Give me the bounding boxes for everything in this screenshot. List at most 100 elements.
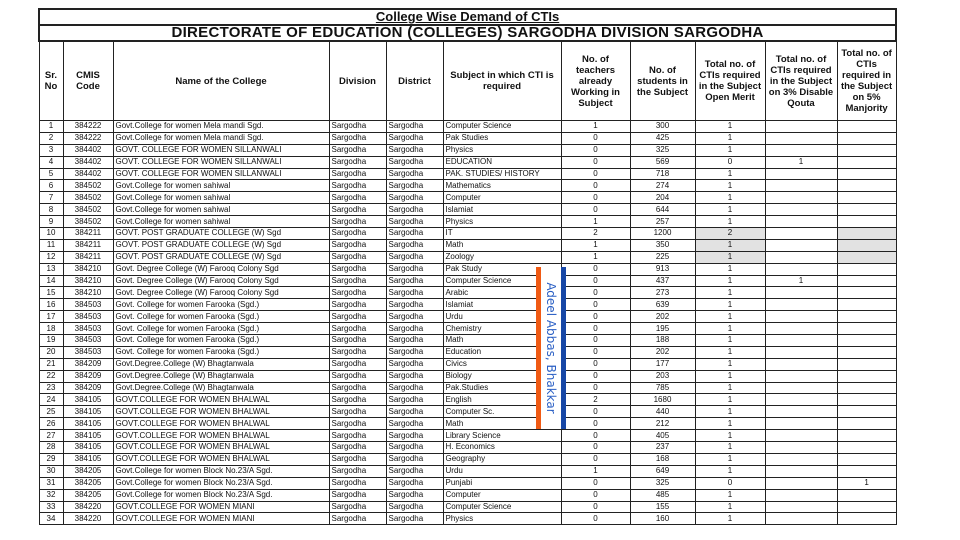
table-cell: 384105 [62, 393, 114, 407]
table-cell: 1 [694, 250, 766, 264]
table-cell [836, 488, 897, 502]
table-cell: 1 [560, 215, 631, 229]
table-cell [836, 238, 897, 252]
table-cell: 2 [694, 227, 766, 240]
table-cell: 237 [629, 441, 696, 454]
table-cell: GOVT. POST GRADUATE COLLEGE (W) Sgd [112, 250, 330, 264]
table-cell: Sargodha [328, 381, 387, 395]
table-cell: 0 [560, 500, 631, 514]
table-cell: 26 [38, 417, 64, 431]
table-cell: Sargodha [328, 429, 387, 443]
table-cell: Govt.Degree.College (W) Bhagtanwala [112, 369, 330, 383]
table-cell [836, 452, 897, 466]
table-cell: 1 [694, 417, 766, 431]
table-cell: Govt.College for women sahiwal [112, 179, 330, 193]
table-cell [836, 155, 897, 169]
table-cell [764, 488, 838, 502]
table-cell [764, 464, 838, 478]
table-cell: Sargodha [385, 405, 444, 419]
table-cell [764, 120, 838, 133]
table-cell: Sargodha [328, 405, 387, 419]
table-cell: 202 [629, 310, 696, 324]
table-row: 29 384105 GOVT.COLLEGE FOR WOMEN BHALWAL Sa… [38, 452, 897, 466]
table-cell: 34 [38, 512, 64, 526]
table-row: 9 384502 Govt.College for women sahiwal Sar… [38, 215, 897, 229]
table-cell: Education [442, 345, 562, 359]
table-cell: 0 [560, 143, 631, 157]
table-cell: 1 [694, 262, 766, 276]
table-cell: 2 [560, 227, 631, 240]
table-cell: 384105 [62, 429, 114, 443]
table-cell: 5 [38, 167, 64, 181]
table-cell [764, 357, 838, 371]
table-cell: Sargodha [385, 250, 444, 264]
table-cell: Sargodha [385, 476, 444, 490]
table-cell: 384503 [62, 334, 114, 347]
table-cell: Govt. College for women Farooka (Sgd.) [112, 334, 330, 347]
table-cell: 19 [38, 334, 64, 347]
table-row: 23 384209 Govt.Degree.College (W) Bhagtanw… [38, 381, 897, 395]
table-cell: Sargodha [385, 322, 444, 336]
table-cell: 0 [560, 345, 631, 359]
table-cell: 384502 [62, 191, 114, 205]
table-cell: 27 [38, 429, 64, 443]
table-cell [764, 203, 838, 217]
table-cell: Govt. Degree College (W) Farooq Colony S… [112, 274, 330, 288]
document-title: College Wise Demand of CTIs [37, 8, 898, 26]
table-cell [764, 441, 838, 454]
table-cell [764, 310, 838, 324]
table-cell: 569 [629, 155, 696, 169]
table-cell: 0 [560, 405, 631, 419]
table-cell [764, 334, 838, 347]
table-cell [836, 334, 897, 347]
table-cell: Arabic [442, 286, 562, 300]
table-cell [764, 476, 838, 490]
table-cell: 3 [38, 143, 64, 157]
table-cell: Pak Study [442, 262, 562, 276]
table-cell: Govt. College for women Farooka (Sgd.) [112, 322, 330, 336]
table-row: 19 384503 Govt. College for women Farooka … [38, 334, 897, 347]
table-cell: 0 [560, 179, 631, 193]
table-cell: 384402 [62, 167, 114, 181]
table-cell: 425 [629, 131, 696, 145]
table-cell: 18 [38, 322, 64, 336]
table-cell: 644 [629, 203, 696, 217]
table-cell: 718 [629, 167, 696, 181]
table-cell: 384105 [62, 452, 114, 466]
table-cell: 437 [629, 274, 696, 288]
table-cell [836, 322, 897, 336]
table-cell: Physics [442, 512, 562, 526]
table-cell: Sargodha [385, 286, 444, 300]
table-cell: Sargodha [328, 203, 387, 217]
table-cell: 160 [629, 512, 696, 526]
table-cell [836, 357, 897, 371]
table-cell [836, 441, 897, 454]
table-row: 26 384105 GOVT.COLLEGE FOR WOMEN BHALWAL Sa… [38, 417, 897, 431]
table-cell: Govt.College for women Block No.23/A Sgd… [112, 488, 330, 502]
document-subtitle: DIRECTORATE OF EDUCATION (COLLEGES) SARG… [37, 24, 898, 42]
table-cell: Govt.College for women sahiwal [112, 191, 330, 205]
table-cell: 384205 [62, 464, 114, 478]
table-cell: Sargodha [385, 262, 444, 276]
table-cell: GOVT.COLLEGE FOR WOMEN BHALWAL [112, 405, 330, 419]
table-cell: 384210 [62, 262, 114, 276]
table-cell: 325 [629, 476, 696, 490]
column-header: No. of teachers already Working in Subje… [560, 40, 631, 121]
table-cell [836, 345, 897, 359]
table-cell: 14 [38, 274, 64, 288]
table-cell: Sargodha [328, 441, 387, 454]
table-cell: 649 [629, 464, 696, 478]
column-header: Sr. No [38, 40, 64, 121]
table-cell: Geography [442, 452, 562, 466]
table-cell: 384211 [62, 227, 114, 240]
table-cell: Sargodha [328, 215, 387, 229]
table-cell [764, 250, 838, 264]
table-row: 3 384402 GOVT. COLLEGE FOR WOMEN SILLANWAL… [38, 143, 897, 157]
table-cell [836, 227, 897, 240]
table-cell [764, 452, 838, 466]
table-cell: 204 [629, 191, 696, 205]
table-row: 2 384222 Govt.College for women Mela mandi… [38, 131, 897, 145]
table-cell: 203 [629, 369, 696, 383]
table-cell: 1 [694, 215, 766, 229]
table-cell: 0 [560, 417, 631, 431]
